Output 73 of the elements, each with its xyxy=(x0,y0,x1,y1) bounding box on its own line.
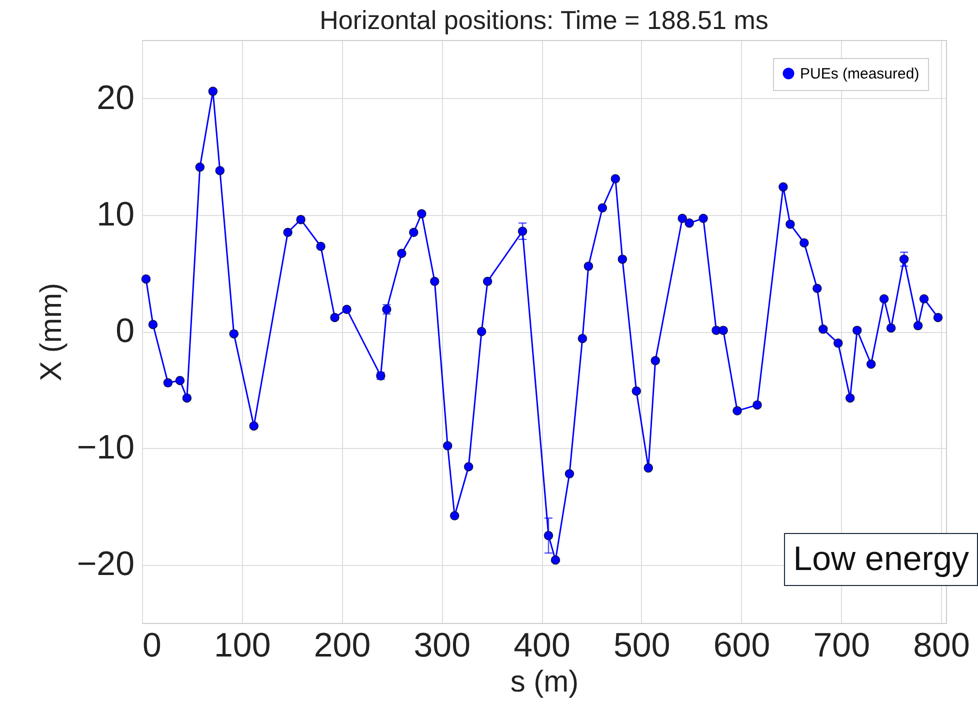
point xyxy=(933,312,943,322)
y-tick-label: 20 xyxy=(96,78,134,117)
y-tick-label: −20 xyxy=(76,545,134,584)
point xyxy=(684,218,694,228)
point xyxy=(732,406,742,416)
x-axis-title: s (m) xyxy=(510,666,579,698)
point xyxy=(182,393,192,403)
point xyxy=(229,329,239,338)
point xyxy=(618,254,628,264)
point xyxy=(550,555,560,565)
point xyxy=(845,393,855,403)
point xyxy=(598,203,608,213)
point xyxy=(786,220,795,229)
point xyxy=(718,326,728,335)
point xyxy=(698,214,708,224)
point xyxy=(175,376,185,386)
point xyxy=(866,360,876,369)
point xyxy=(195,162,205,172)
point xyxy=(249,421,258,431)
point xyxy=(215,166,225,176)
point xyxy=(409,228,418,238)
point xyxy=(818,324,828,334)
point xyxy=(464,462,474,472)
point xyxy=(316,242,326,252)
point xyxy=(913,321,923,330)
point xyxy=(578,334,588,344)
point xyxy=(644,463,653,473)
point xyxy=(476,326,486,336)
chart-title: Horizontal positions: Time = 188.51 ms xyxy=(320,5,768,35)
point xyxy=(678,214,687,224)
point xyxy=(450,511,460,520)
legend-label: PUEs (measured) xyxy=(800,66,920,82)
point xyxy=(752,400,762,410)
y-tick-label: 10 xyxy=(96,195,134,234)
x-tick-label: 0 xyxy=(142,626,162,664)
x-tick-label: 500 xyxy=(614,626,670,664)
point xyxy=(564,469,574,478)
point xyxy=(800,238,809,248)
x-tick-label: 600 xyxy=(713,626,770,664)
point xyxy=(208,86,218,96)
point xyxy=(778,182,788,192)
x-tick-label: 700 xyxy=(813,626,870,664)
y-tick-label: 0 xyxy=(116,312,134,350)
y-tick-label: −10 xyxy=(76,428,134,467)
annotation: Low energy xyxy=(784,533,978,586)
x-tick-label: 200 xyxy=(314,626,371,664)
x-tick-label: 800 xyxy=(913,626,970,664)
point xyxy=(632,386,642,396)
point xyxy=(430,276,440,286)
point xyxy=(610,174,620,184)
point xyxy=(482,276,492,286)
point xyxy=(584,262,594,271)
y-axis-title: X (mm) xyxy=(34,282,68,382)
x-tick-label: 400 xyxy=(514,626,570,664)
point xyxy=(342,304,352,314)
point xyxy=(879,294,889,304)
point xyxy=(812,284,822,293)
point xyxy=(283,228,292,238)
point xyxy=(442,441,452,450)
point xyxy=(919,294,929,304)
point xyxy=(834,338,843,348)
point xyxy=(296,214,306,224)
point xyxy=(886,323,896,333)
point xyxy=(417,209,426,218)
point xyxy=(163,378,173,388)
x-tick-label: 100 xyxy=(214,626,271,664)
point xyxy=(141,274,151,284)
point xyxy=(148,320,158,330)
x-tick-label: 300 xyxy=(414,626,470,664)
point xyxy=(650,356,660,366)
point xyxy=(330,312,340,322)
point xyxy=(852,326,862,335)
point xyxy=(397,248,406,258)
